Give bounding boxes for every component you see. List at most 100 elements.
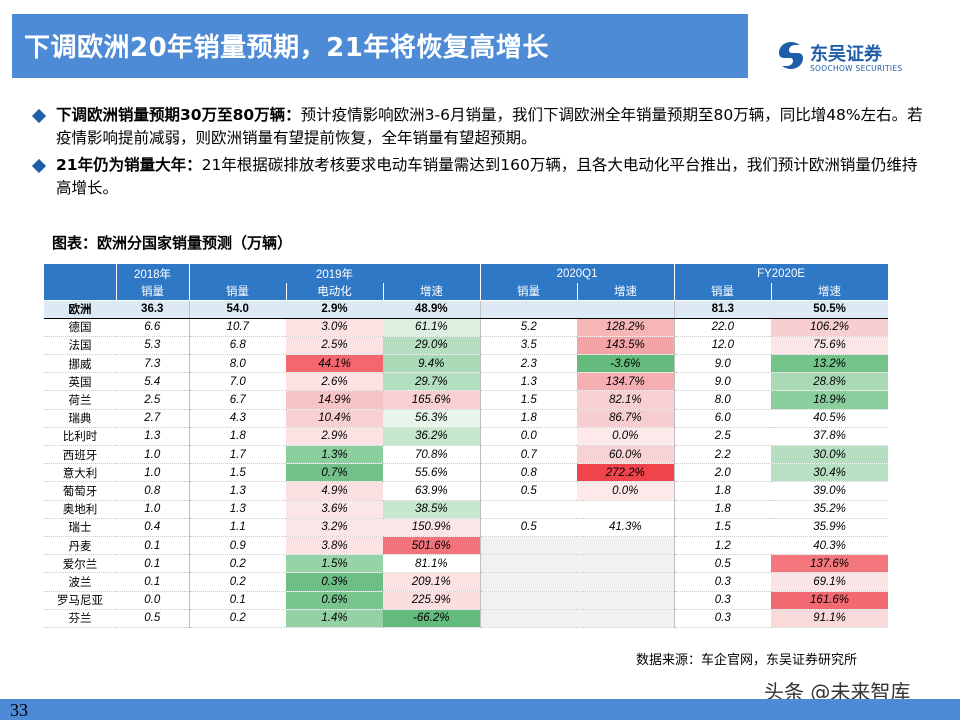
table-cell: 63.9% <box>383 481 481 501</box>
table-row: 比利时 1.3 1.8 2.9% 36.2% 0.0 0.0% 2.5 37.8% <box>44 427 889 447</box>
table-cell: 3.2% <box>286 518 383 537</box>
table-row: 荷兰 2.5 6.7 14.9% 165.6% 1.5 82.1% 8.0 18.9% <box>44 390 889 410</box>
table-row: 西班牙 1.0 1.7 1.3% 70.8% 0.7 60.0% 2.2 30.0% <box>44 445 889 465</box>
table-cell: 0.5 <box>480 481 578 501</box>
table-cell: 5.4 <box>116 372 190 392</box>
table-cell <box>480 299 578 319</box>
country-name-cell: 比利时 <box>44 427 116 447</box>
table-row: 瑞士 0.4 1.1 3.2% 150.9% 0.5 41.3% 1.5 35.9% <box>44 518 889 537</box>
table-cell: 1.3 <box>189 481 286 501</box>
table-cell <box>480 554 578 574</box>
table-cell <box>480 572 578 592</box>
header-group-fy2020e: FY2020E <box>674 264 889 283</box>
table-cell: 165.6% <box>383 390 481 410</box>
table-cell: 1.1 <box>189 518 286 537</box>
table-cell: 82.1% <box>577 390 675 410</box>
table-cell: 0.5 <box>116 609 190 628</box>
table-cell: -3.6% <box>577 354 675 374</box>
title-banner: 下调欧洲20年销量预期，21年将恢复高增长 <box>12 14 748 78</box>
table-cell: 30.4% <box>771 463 889 483</box>
column-header: 销量 <box>189 283 287 300</box>
country-name-cell: 瑞典 <box>44 409 116 428</box>
header-group-2018: 2018年 <box>116 264 190 283</box>
table-cell: 2.0 <box>674 463 772 483</box>
table-cell: 143.5% <box>577 336 675 356</box>
table-cell: 1.3 <box>189 500 286 519</box>
table-cell: 36.2% <box>383 427 481 447</box>
country-name-cell: 德国 <box>44 318 116 337</box>
table-cell <box>577 299 675 319</box>
table-cell: 86.7% <box>577 409 675 428</box>
table-cell: 1.3 <box>116 427 190 447</box>
table-cell <box>480 591 578 610</box>
table-row: 芬兰 0.5 0.2 1.4% -66.2% 0.3 91.1% <box>44 609 889 628</box>
table-cell: 1.5 <box>189 463 286 483</box>
table-cell: 9.0 <box>674 372 772 392</box>
table-cell <box>577 554 675 574</box>
table-cell: 2.7 <box>116 409 190 428</box>
table-cell: 2.9% <box>286 299 383 319</box>
table-cell: 6.7 <box>189 390 286 410</box>
table-cell: 2.5% <box>286 336 383 356</box>
table-cell: 2.6% <box>286 372 383 392</box>
column-header: 销量 <box>480 283 578 300</box>
table-cell: 5.3 <box>116 336 190 356</box>
table-cell: 2.9% <box>286 427 383 447</box>
column-header: 销量 <box>674 283 772 300</box>
table-cell: 0.5 <box>480 518 578 537</box>
column-header: 增速 <box>383 283 481 300</box>
table-cell: 0.8 <box>480 463 578 483</box>
table-cell: 75.6% <box>771 336 889 356</box>
table-cell: 0.8 <box>116 481 190 501</box>
table-cell: 39.0% <box>771 481 889 501</box>
footer-bar <box>0 699 960 720</box>
table-cell <box>577 500 675 519</box>
table-row: 挪威 7.3 8.0 44.1% 9.4% 2.3 -3.6% 9.0 13.2% <box>44 354 889 374</box>
table-cell: 9.4% <box>383 354 481 374</box>
table-cell: 9.0 <box>674 354 772 374</box>
table-row-europe-total: 欧洲 36.3 54.0 2.9% 48.9% 81.3 50.5% <box>44 299 889 319</box>
table-cell: 1.5 <box>480 390 578 410</box>
table-cell <box>480 609 578 628</box>
table-cell: 30.0% <box>771 445 889 465</box>
soochow-logo-icon <box>779 42 803 69</box>
bullet-heading: 21年仍为销量大年： <box>56 156 202 174</box>
table-cell: 35.9% <box>771 518 889 537</box>
column-header: 增速 <box>771 283 889 300</box>
table-cell: 4.3 <box>189 409 286 428</box>
table-row: 罗马尼亚 0.0 0.1 0.6% 225.9% 0.3 161.6% <box>44 591 889 610</box>
country-name-cell: 瑞士 <box>44 518 116 537</box>
table-cell: 29.7% <box>383 372 481 392</box>
table-cell: 8.0 <box>674 390 772 410</box>
table-cell: 6.6 <box>116 318 190 337</box>
table-cell: 2.3 <box>480 354 578 374</box>
table-cell: 1.0 <box>116 463 190 483</box>
country-name-cell: 西班牙 <box>44 445 116 465</box>
table-cell: 56.3% <box>383 409 481 428</box>
table-cell: 欧洲 <box>44 299 116 319</box>
table-cell: 14.9% <box>286 390 383 410</box>
column-header: 电动化 <box>286 283 384 300</box>
table-cell: 0.0% <box>577 481 675 501</box>
table-cell: 4.9% <box>286 481 383 501</box>
table-cell: 0.1 <box>116 572 190 592</box>
table-cell: 22.0 <box>674 318 772 337</box>
table-cell: 35.2% <box>771 500 889 519</box>
table-cell: 1.4% <box>286 609 383 628</box>
table-cell: 134.7% <box>577 372 675 392</box>
table-cell: 0.3% <box>286 572 383 592</box>
table-cell: 2.5 <box>674 427 772 447</box>
table-cell: 2.5 <box>116 390 190 410</box>
table-cell: 0.1 <box>189 591 286 610</box>
country-name-cell: 葡萄牙 <box>44 481 116 501</box>
table-row: 波兰 0.1 0.2 0.3% 209.1% 0.3 69.1% <box>44 572 889 592</box>
table-cell: 13.2% <box>771 354 889 374</box>
table-cell: 2.2 <box>674 445 772 465</box>
table-row: 奥地利 1.0 1.3 3.6% 38.5% 1.8 35.2% <box>44 500 889 519</box>
table-cell: 1.3% <box>286 445 383 465</box>
logo-chinese-name: 东吴证券 <box>810 44 882 65</box>
table-cell: 81.1% <box>383 554 481 574</box>
table-cell <box>577 536 675 556</box>
table-cell: 0.0% <box>577 427 675 447</box>
table-cell: 0.7 <box>480 445 578 465</box>
